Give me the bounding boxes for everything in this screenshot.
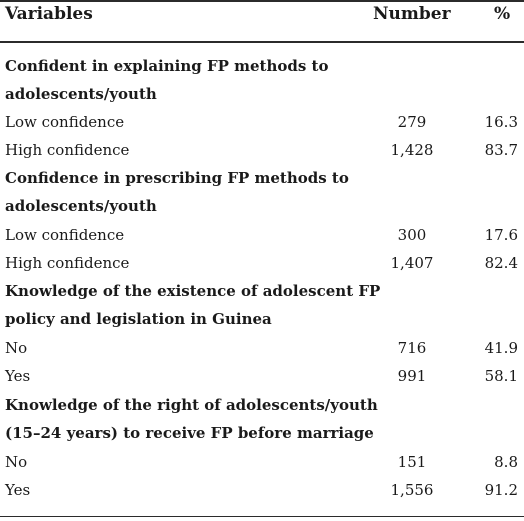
group-title-row: Knowledge of the right of adolescents/yo…: [0, 391, 524, 419]
group-title: Knowledge of the existence of adolescent…: [5, 282, 381, 300]
row-label: No: [5, 453, 28, 471]
header-number: Number: [373, 4, 451, 24]
row-label: No: [5, 339, 28, 357]
row-percent: 83.7: [484, 141, 518, 159]
header-percent: %: [494, 4, 511, 24]
group-title: Knowledge of the right of adolescents/yo…: [5, 396, 378, 414]
row-number: 1,428: [390, 141, 434, 159]
table-top-rule: [0, 0, 524, 2]
row-percent: 17.6: [484, 226, 518, 244]
group-title-row: policy and legislation in Guinea: [0, 305, 524, 333]
group-title: adolescents/youth: [5, 85, 157, 103]
row-number: 1,556: [390, 481, 434, 499]
table-row: High confidence 1,407 82.4: [0, 249, 524, 277]
row-percent: 8.8: [494, 453, 518, 471]
table-bottom-rule: [0, 516, 524, 517]
table-row: Yes 991 58.1: [0, 362, 524, 390]
row-percent: 58.1: [484, 367, 518, 385]
row-number: 991: [397, 367, 427, 385]
row-label: High confidence: [5, 141, 130, 159]
table-row: Low confidence 279 16.3: [0, 108, 524, 136]
header-rule: [0, 41, 524, 43]
header-variables: Variables: [5, 4, 93, 24]
group-title: policy and legislation in Guinea: [5, 310, 272, 328]
row-percent: 82.4: [484, 254, 518, 272]
row-label: Yes: [5, 367, 31, 385]
table-row: No 151 8.8: [0, 448, 524, 476]
row-percent: 16.3: [484, 113, 518, 131]
table-row: No 716 41.9: [0, 334, 524, 362]
group-title-row: adolescents/youth: [0, 80, 524, 108]
row-number: 300: [397, 226, 427, 244]
group-title-row: Knowledge of the existence of adolescent…: [0, 277, 524, 305]
group-title-row: adolescents/youth: [0, 192, 524, 220]
row-number: 279: [397, 113, 427, 131]
row-label: Low confidence: [5, 113, 125, 131]
group-title: adolescents/youth: [5, 197, 157, 215]
row-percent: 91.2: [484, 481, 518, 499]
row-label: Low confidence: [5, 226, 125, 244]
row-number: 716: [397, 339, 427, 357]
row-number: 151: [397, 453, 427, 471]
group-title: Confidence in prescribing FP methods to: [5, 169, 349, 187]
row-number: 1,407: [390, 254, 434, 272]
row-label: High confidence: [5, 254, 130, 272]
group-title-row: Confidence in prescribing FP methods to: [0, 164, 524, 192]
row-percent: 41.9: [484, 339, 518, 357]
group-title: (15–24 years) to receive FP before marri…: [5, 424, 374, 442]
row-label: Yes: [5, 481, 31, 499]
table-row: Yes 1,556 91.2: [0, 476, 524, 504]
group-title: Confident in explaining FP methods to: [5, 57, 329, 75]
table-row: Low confidence 300 17.6: [0, 221, 524, 249]
group-title-row: Confident in explaining FP methods to: [0, 52, 524, 80]
group-title-row: (15–24 years) to receive FP before marri…: [0, 419, 524, 447]
table-row: High confidence 1,428 83.7: [0, 136, 524, 164]
